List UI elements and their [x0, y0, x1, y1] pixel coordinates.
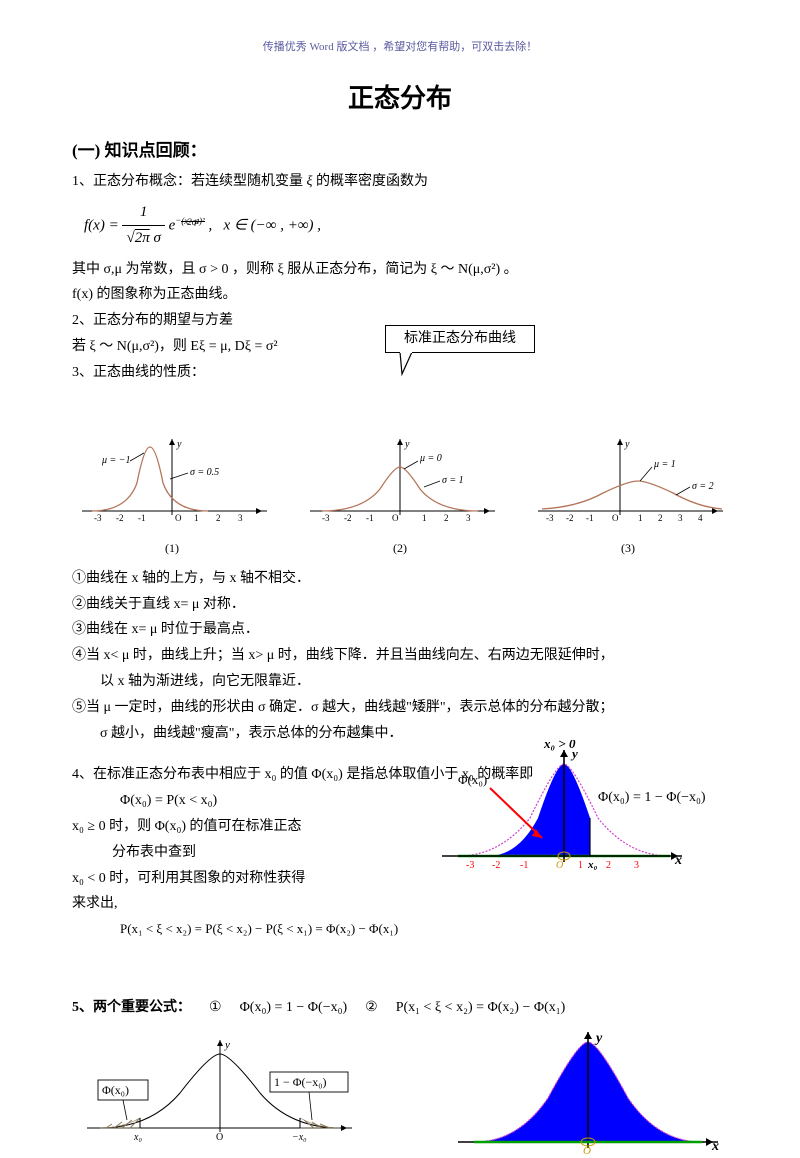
main-title: 正态分布 — [0, 78, 800, 115]
cap2: (2) — [300, 538, 500, 558]
svg-text:O: O — [556, 860, 563, 871]
svg-text:-1: -1 — [366, 513, 374, 523]
b1: ①曲线在 x 轴的上方，与 x 轴不相交． — [72, 567, 728, 591]
svg-text:1: 1 — [638, 513, 643, 523]
fig-right: y x O — [448, 1028, 728, 1158]
svg-text:y: y — [176, 439, 182, 450]
section-1-head: (一) 知识点回顾： — [72, 137, 728, 166]
phi-right-eq: Φ(x₀) = 1 − Φ(−x₀) — [598, 790, 706, 806]
c2-mu: μ = 0 — [419, 453, 442, 464]
fig-standard-normal: y x₀ > 0 x Φ(x₀) -3 -2 -1 O 1 x₀ 2 3 — [430, 740, 690, 880]
callout-box: 标准正态分布曲线 — [385, 325, 535, 353]
s5-n1: ① — [209, 996, 222, 1020]
std-x: x — [674, 853, 682, 868]
s4-p3b: 来求出, — [72, 892, 728, 916]
c3-sig: σ = 2 — [692, 481, 714, 492]
b3: ③曲线在 x= μ 时位于最高点． — [72, 618, 728, 642]
s5-f2: P(x₁ < ξ < x₂) = Φ(x₂) − Φ(x₁) — [396, 996, 566, 1020]
svg-text:2: 2 — [216, 513, 221, 523]
svg-text:2: 2 — [444, 513, 449, 523]
svg-text:y: y — [404, 439, 410, 450]
section-5-row: 5、两个重要公式： ① Φ(x₀) = 1 − Φ(−x₀) ② P(x₁ < … — [72, 996, 728, 1020]
figL-l2: 1 − Φ(−x₀) — [274, 1075, 326, 1089]
curve-2: y O -3 -2 -1 1 2 3 μ = 0 σ = 1 (2) — [300, 433, 500, 559]
svg-text:O: O — [175, 513, 182, 523]
b2: ②曲线关于直线 x= μ 对称． — [72, 593, 728, 617]
curve-1: y O -3 -2 -1 1 2 3 μ = −1 σ = 0.5 (1) — [72, 433, 272, 559]
svg-text:-2: -2 — [566, 513, 574, 523]
para-1: 1、正态分布概念：若连续型随机变量 ξ 的概率密度函数为 — [72, 170, 728, 194]
svg-text:-3: -3 — [466, 860, 474, 871]
c1-mu: μ = −1 — [101, 455, 131, 466]
svg-text:1: 1 — [422, 513, 427, 523]
p1a: 1、正态分布概念：若连续型随机变量 — [72, 174, 303, 189]
svg-text:-1: -1 — [520, 860, 528, 871]
p1b: 的概率密度函数为 — [316, 174, 428, 189]
header-note: 传播优秀 Word 版文档 ，希望对您有帮助，可双击去除！ — [0, 0, 800, 54]
curves-row: y O -3 -2 -1 1 2 3 μ = −1 σ = 0.5 (1) y O -3… — [72, 433, 728, 559]
xm1: O — [216, 1132, 223, 1143]
curve-3: y O -3 -2 -1 1 2 3 4 μ = 1 σ = 2 (3) — [528, 433, 728, 559]
svg-text:3: 3 — [238, 513, 243, 523]
b4b: 以 x 轴为渐进线，向它无限靠近． — [72, 670, 728, 694]
svg-text:-3: -3 — [94, 513, 102, 523]
fig-left: y Φ(x₀) 1 − Φ(−x₀) x₀ O −x₀ — [72, 1028, 362, 1148]
s5-f1: Φ(x₀) = 1 − Φ(−x₀) — [240, 996, 348, 1020]
svg-text:-3: -3 — [322, 513, 330, 523]
std-top: x₀ > 0 — [543, 740, 576, 751]
bottom-figs: y Φ(x₀) 1 − Φ(−x₀) x₀ O −x₀ — [72, 1028, 728, 1158]
svg-text:4: 4 — [698, 513, 703, 523]
svg-text:y: y — [624, 439, 630, 450]
figR-O: O — [583, 1145, 591, 1157]
cap1: (1) — [72, 538, 272, 558]
para-2a: 其中 σ,μ 为常数，且 σ > 0 ，则称 ξ 服从正态分布，简记为 ξ ～ … — [72, 258, 728, 282]
svg-text:-1: -1 — [586, 513, 594, 523]
figL-l1: Φ(x₀) — [102, 1083, 129, 1097]
b5: ⑤当 μ 一定时，曲线的形状由 σ 确定．σ 越大，曲线越"矮胖"，表示总体的分… — [72, 696, 728, 720]
std-phi: Φ(x₀) — [458, 772, 487, 787]
svg-text:-1: -1 — [138, 513, 146, 523]
figR-y: y — [594, 1031, 603, 1046]
svg-text:-3: -3 — [546, 513, 554, 523]
cap3: (3) — [528, 538, 728, 558]
xm2: −x₀ — [292, 1132, 307, 1143]
b4: ④当 x< μ 时，曲线上升；当 x> μ 时，曲线下降．并且当曲线向左、右两边… — [72, 644, 728, 668]
callout-tail — [398, 352, 424, 378]
svg-text:x₀: x₀ — [587, 859, 598, 871]
svg-text:1: 1 — [194, 513, 199, 523]
svg-text:3: 3 — [634, 860, 639, 871]
svg-text:O: O — [392, 513, 399, 523]
formula-density: f(x) = 1 √2π σ e−(x−μ)²2σ² , x ∈ (−∞ , +… — [84, 200, 728, 252]
svg-text:3: 3 — [678, 513, 683, 523]
c3-mu: μ = 1 — [653, 459, 676, 470]
svg-text:-2: -2 — [344, 513, 352, 523]
s5-head: 5、两个重要公式： — [72, 996, 191, 1020]
s4-f2: P(x₁ < ξ < x₂) = P(ξ < x₂) − P(ξ < x₁) =… — [72, 918, 728, 940]
svg-text:-2: -2 — [116, 513, 124, 523]
svg-text:O: O — [612, 513, 619, 523]
svg-text:3: 3 — [466, 513, 471, 523]
svg-text:y: y — [224, 1039, 230, 1051]
svg-text:1: 1 — [578, 860, 583, 871]
s5-n2: ② — [365, 996, 378, 1020]
svg-text:-2: -2 — [492, 860, 500, 871]
c1-sig: σ = 0.5 — [190, 467, 219, 478]
svg-text:2: 2 — [606, 860, 611, 871]
svg-text:2: 2 — [658, 513, 663, 523]
figR-x: x — [711, 1139, 719, 1154]
c2-sig: σ = 1 — [442, 475, 464, 486]
para-2b: f(x) 的图象称为正态曲线。 — [72, 283, 728, 307]
xm0: x₀ — [133, 1132, 142, 1143]
